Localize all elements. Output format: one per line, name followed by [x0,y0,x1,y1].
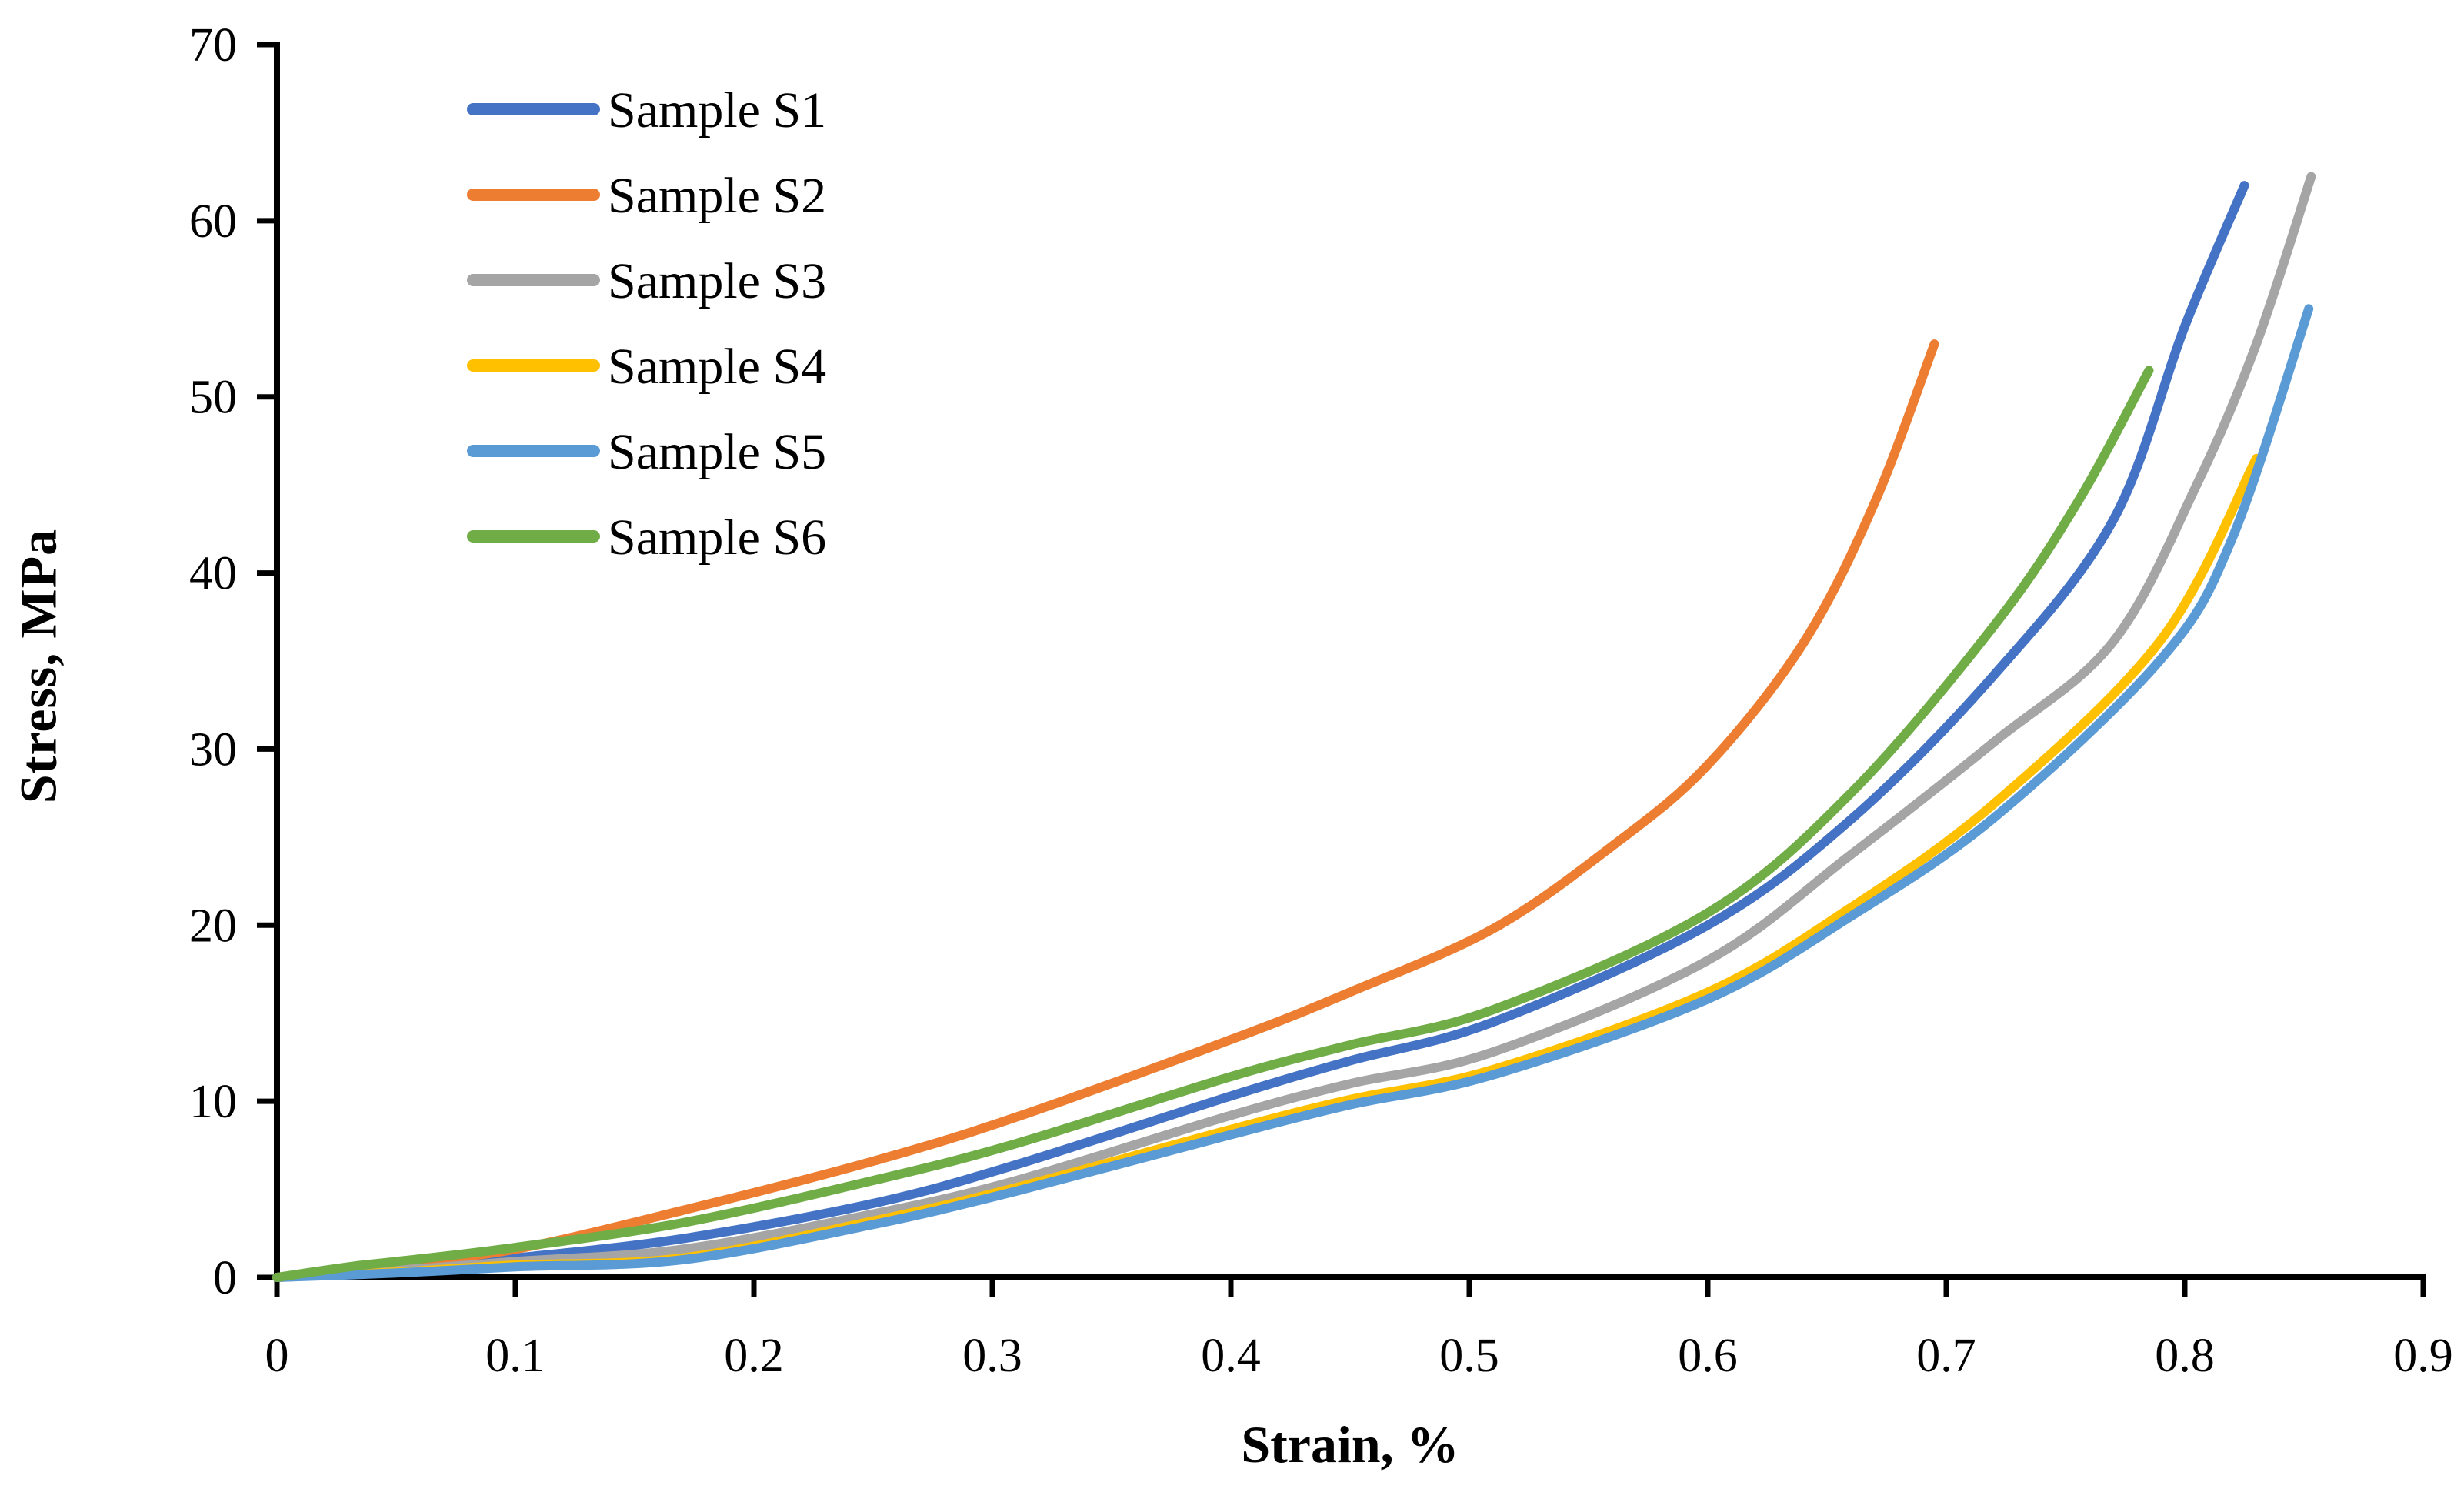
x-axis-title: Strain, % [1241,1415,1459,1474]
curve-sample-s1 [272,181,2249,1282]
y-tick-label: 60 [189,195,237,248]
legend-item-sample-s4: Sample S4 [467,339,826,395]
y-tick-label: 70 [189,19,237,72]
legend-label: Sample S2 [608,168,826,224]
curve-sample-s6 [272,366,2154,1282]
x-tick-label: 0.2 [724,1330,784,1382]
legend-label: Sample S3 [608,253,826,309]
y-tick-label: 40 [189,548,237,600]
x-tick-label: 0 [265,1330,289,1382]
x-tick-label: 0.4 [1201,1330,1261,1382]
legend-item-sample-s5: Sample S5 [467,424,826,480]
legend-item-sample-s3: Sample S3 [467,253,826,309]
legend-label: Sample S6 [608,509,826,566]
legend-item-sample-s6: Sample S6 [467,509,826,566]
x-tick-label: 0.7 [1916,1330,1976,1382]
legend-label: Sample S5 [608,424,826,480]
axes [274,42,2426,1280]
x-tick-label: 0.3 [962,1330,1022,1382]
x-tick-label: 0.9 [2393,1330,2453,1382]
axis-tick-labels: 0 10 20 30 40 50 60 70 0 0.1 0.2 0.3 0.4 0.5 0.6 0.7 0.8… [189,19,2453,1382]
y-tick-label: 20 [189,900,237,952]
y-tick-label: 50 [189,372,237,424]
y-axis-title: Stress, MPa [8,528,68,804]
y-tick-label: 0 [213,1252,237,1304]
legend-label: Sample S4 [608,339,826,395]
x-tick-label: 0.6 [1678,1330,1738,1382]
y-tick-label: 10 [189,1076,237,1128]
curve-sample-s3 [272,172,2316,1282]
curve-sample-s5 [272,304,2314,1282]
legend-item-sample-s1: Sample S1 [467,82,826,139]
x-tick-label: 0.1 [485,1330,545,1382]
legend-label: Sample S1 [608,82,826,139]
curve-sample-s4 [272,453,2261,1282]
plot-lines [272,172,2316,1282]
x-tick-label: 0.5 [1439,1330,1499,1382]
legend: Sample S1 Sample S2 Sample S3 Sample S4 Samp… [467,82,826,566]
x-tick-label: 0.8 [2155,1330,2215,1382]
legend-item-sample-s2: Sample S2 [467,168,826,224]
y-tick-label: 30 [189,723,237,776]
